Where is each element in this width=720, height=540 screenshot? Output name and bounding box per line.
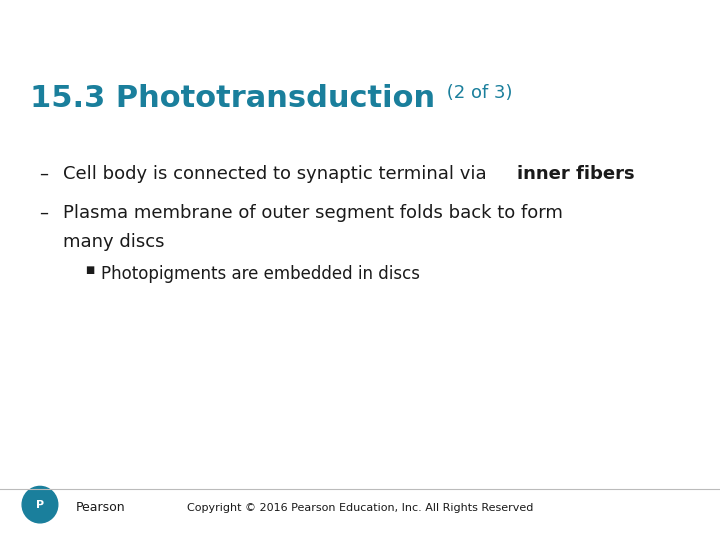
Text: P: P xyxy=(36,500,44,510)
Text: ■: ■ xyxy=(85,265,94,275)
Text: Cell body is connected to synaptic terminal via: Cell body is connected to synaptic termi… xyxy=(63,165,492,183)
Text: (2 of 3): (2 of 3) xyxy=(441,84,512,102)
Text: Photopigments are embedded in discs: Photopigments are embedded in discs xyxy=(101,265,420,282)
Text: –: – xyxy=(40,204,49,221)
Text: Pearson: Pearson xyxy=(76,501,125,514)
Text: 15.3 Phototransduction: 15.3 Phototransduction xyxy=(30,84,436,113)
Text: many discs: many discs xyxy=(63,233,165,251)
Text: –: – xyxy=(40,165,49,183)
Text: inner fibers: inner fibers xyxy=(517,165,634,183)
Circle shape xyxy=(22,487,58,523)
Text: Plasma membrane of outer segment folds back to form: Plasma membrane of outer segment folds b… xyxy=(63,204,563,221)
Text: Copyright © 2016 Pearson Education, Inc. All Rights Reserved: Copyright © 2016 Pearson Education, Inc.… xyxy=(186,503,534,512)
